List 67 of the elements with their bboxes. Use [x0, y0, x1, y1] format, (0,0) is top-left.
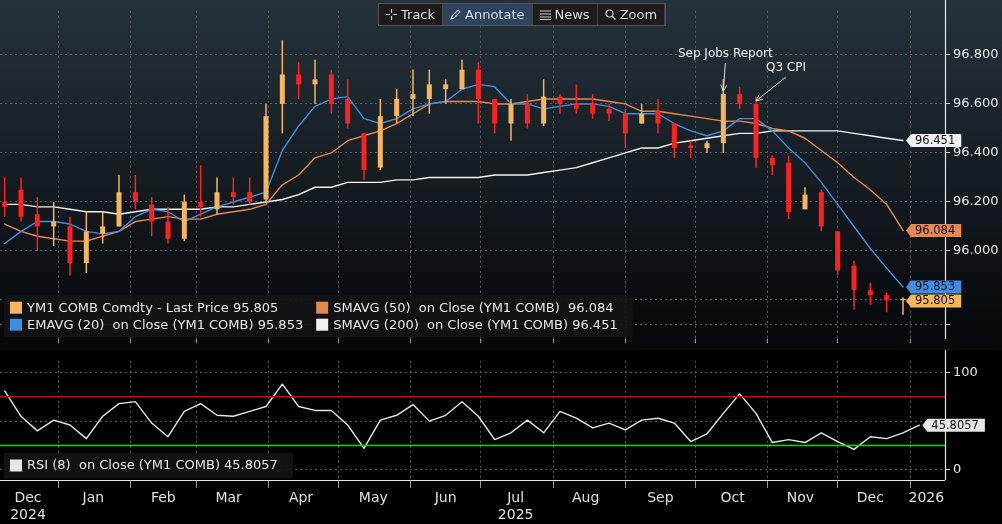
candlestick [557, 93, 563, 115]
data-label: 96.451 [915, 132, 956, 147]
candlestick [655, 98, 661, 135]
x-tick-label: Sep [647, 489, 674, 506]
y-tick-label: 96.200 [953, 193, 999, 209]
candlestick [312, 59, 318, 105]
x-tick-label: Oct [720, 489, 746, 506]
x-tick-label: Mar [215, 489, 243, 506]
candlestick [149, 196, 155, 238]
candlestick [100, 211, 106, 245]
x-tick-label: Dec [856, 489, 884, 506]
annotation: News [554, 7, 590, 22]
candlestick [590, 93, 596, 120]
candlestick [34, 196, 40, 252]
text: 95.805 [915, 293, 956, 308]
annotation: Annotate [465, 7, 525, 22]
legend-label: EMAVG (20) on Close (YM1 COMB) 95.853 [27, 316, 304, 332]
x-tick-label: Feb [150, 489, 176, 506]
x-tick-label: Aug [571, 489, 600, 506]
legend-label: SMAVG (200) on Close (YM1 COMB) 96.451 [333, 316, 618, 332]
candlestick [410, 68, 416, 117]
x-tick-label: 2026 [908, 489, 945, 506]
candlestick [606, 103, 612, 122]
data-label: 95.853 [915, 279, 956, 294]
annotation: Q3 CPI [765, 60, 807, 75]
candlestick [132, 174, 138, 211]
legend-label: RSI (8) on Close (YM1 COMB) 45.8057 [27, 457, 278, 473]
y-tick-label: 96.600 [953, 95, 999, 111]
data-label: 96.084 [915, 222, 956, 237]
candlestick [737, 86, 743, 110]
candlestick [524, 93, 530, 130]
candlestick [443, 78, 449, 105]
candlestick [884, 291, 890, 313]
candlestick [394, 88, 400, 125]
legend-label: SMAVG (50) on Close (YM1 COMB) 96.084 [333, 299, 614, 315]
x-tick-label: Jun [433, 489, 457, 506]
candlestick [198, 164, 204, 218]
annotation: Track [401, 7, 436, 22]
candlestick [2, 176, 8, 218]
candlestick [573, 83, 579, 115]
data-label: 45.8057 [931, 417, 979, 432]
x-tick-label: Nov [786, 489, 814, 506]
candlestick [426, 68, 432, 115]
x-tick-label: Dec 2024 [10, 489, 46, 522]
candlestick [296, 61, 302, 100]
candlestick [639, 103, 645, 125]
candlestick [867, 282, 873, 306]
annotation: Zoom [619, 7, 658, 22]
y-tick-label: 96.400 [953, 144, 999, 160]
y-tick-label: 0 [953, 461, 962, 477]
x-tick-label: Apr [288, 489, 314, 506]
candlestick [247, 176, 253, 206]
x-tick-label: Jan [81, 489, 105, 506]
candlestick [769, 154, 775, 176]
x-tick-label: Jul 2025 [497, 489, 534, 522]
annotation: Sep Jobs Report [677, 46, 774, 61]
x-tick-label: May [358, 489, 388, 506]
candlestick [230, 176, 236, 206]
y-tick-label: 96.000 [953, 242, 999, 258]
legend-label: YM1 COMB Comdty - Last Price 95.805 [26, 299, 279, 315]
y-tick-label: 100 [953, 363, 978, 379]
candlestick [622, 108, 628, 149]
candlestick [508, 98, 514, 142]
candlestick [214, 176, 220, 215]
candlestick [165, 206, 171, 245]
y-tick-label: 96.800 [953, 46, 999, 62]
candlestick [459, 59, 465, 90]
